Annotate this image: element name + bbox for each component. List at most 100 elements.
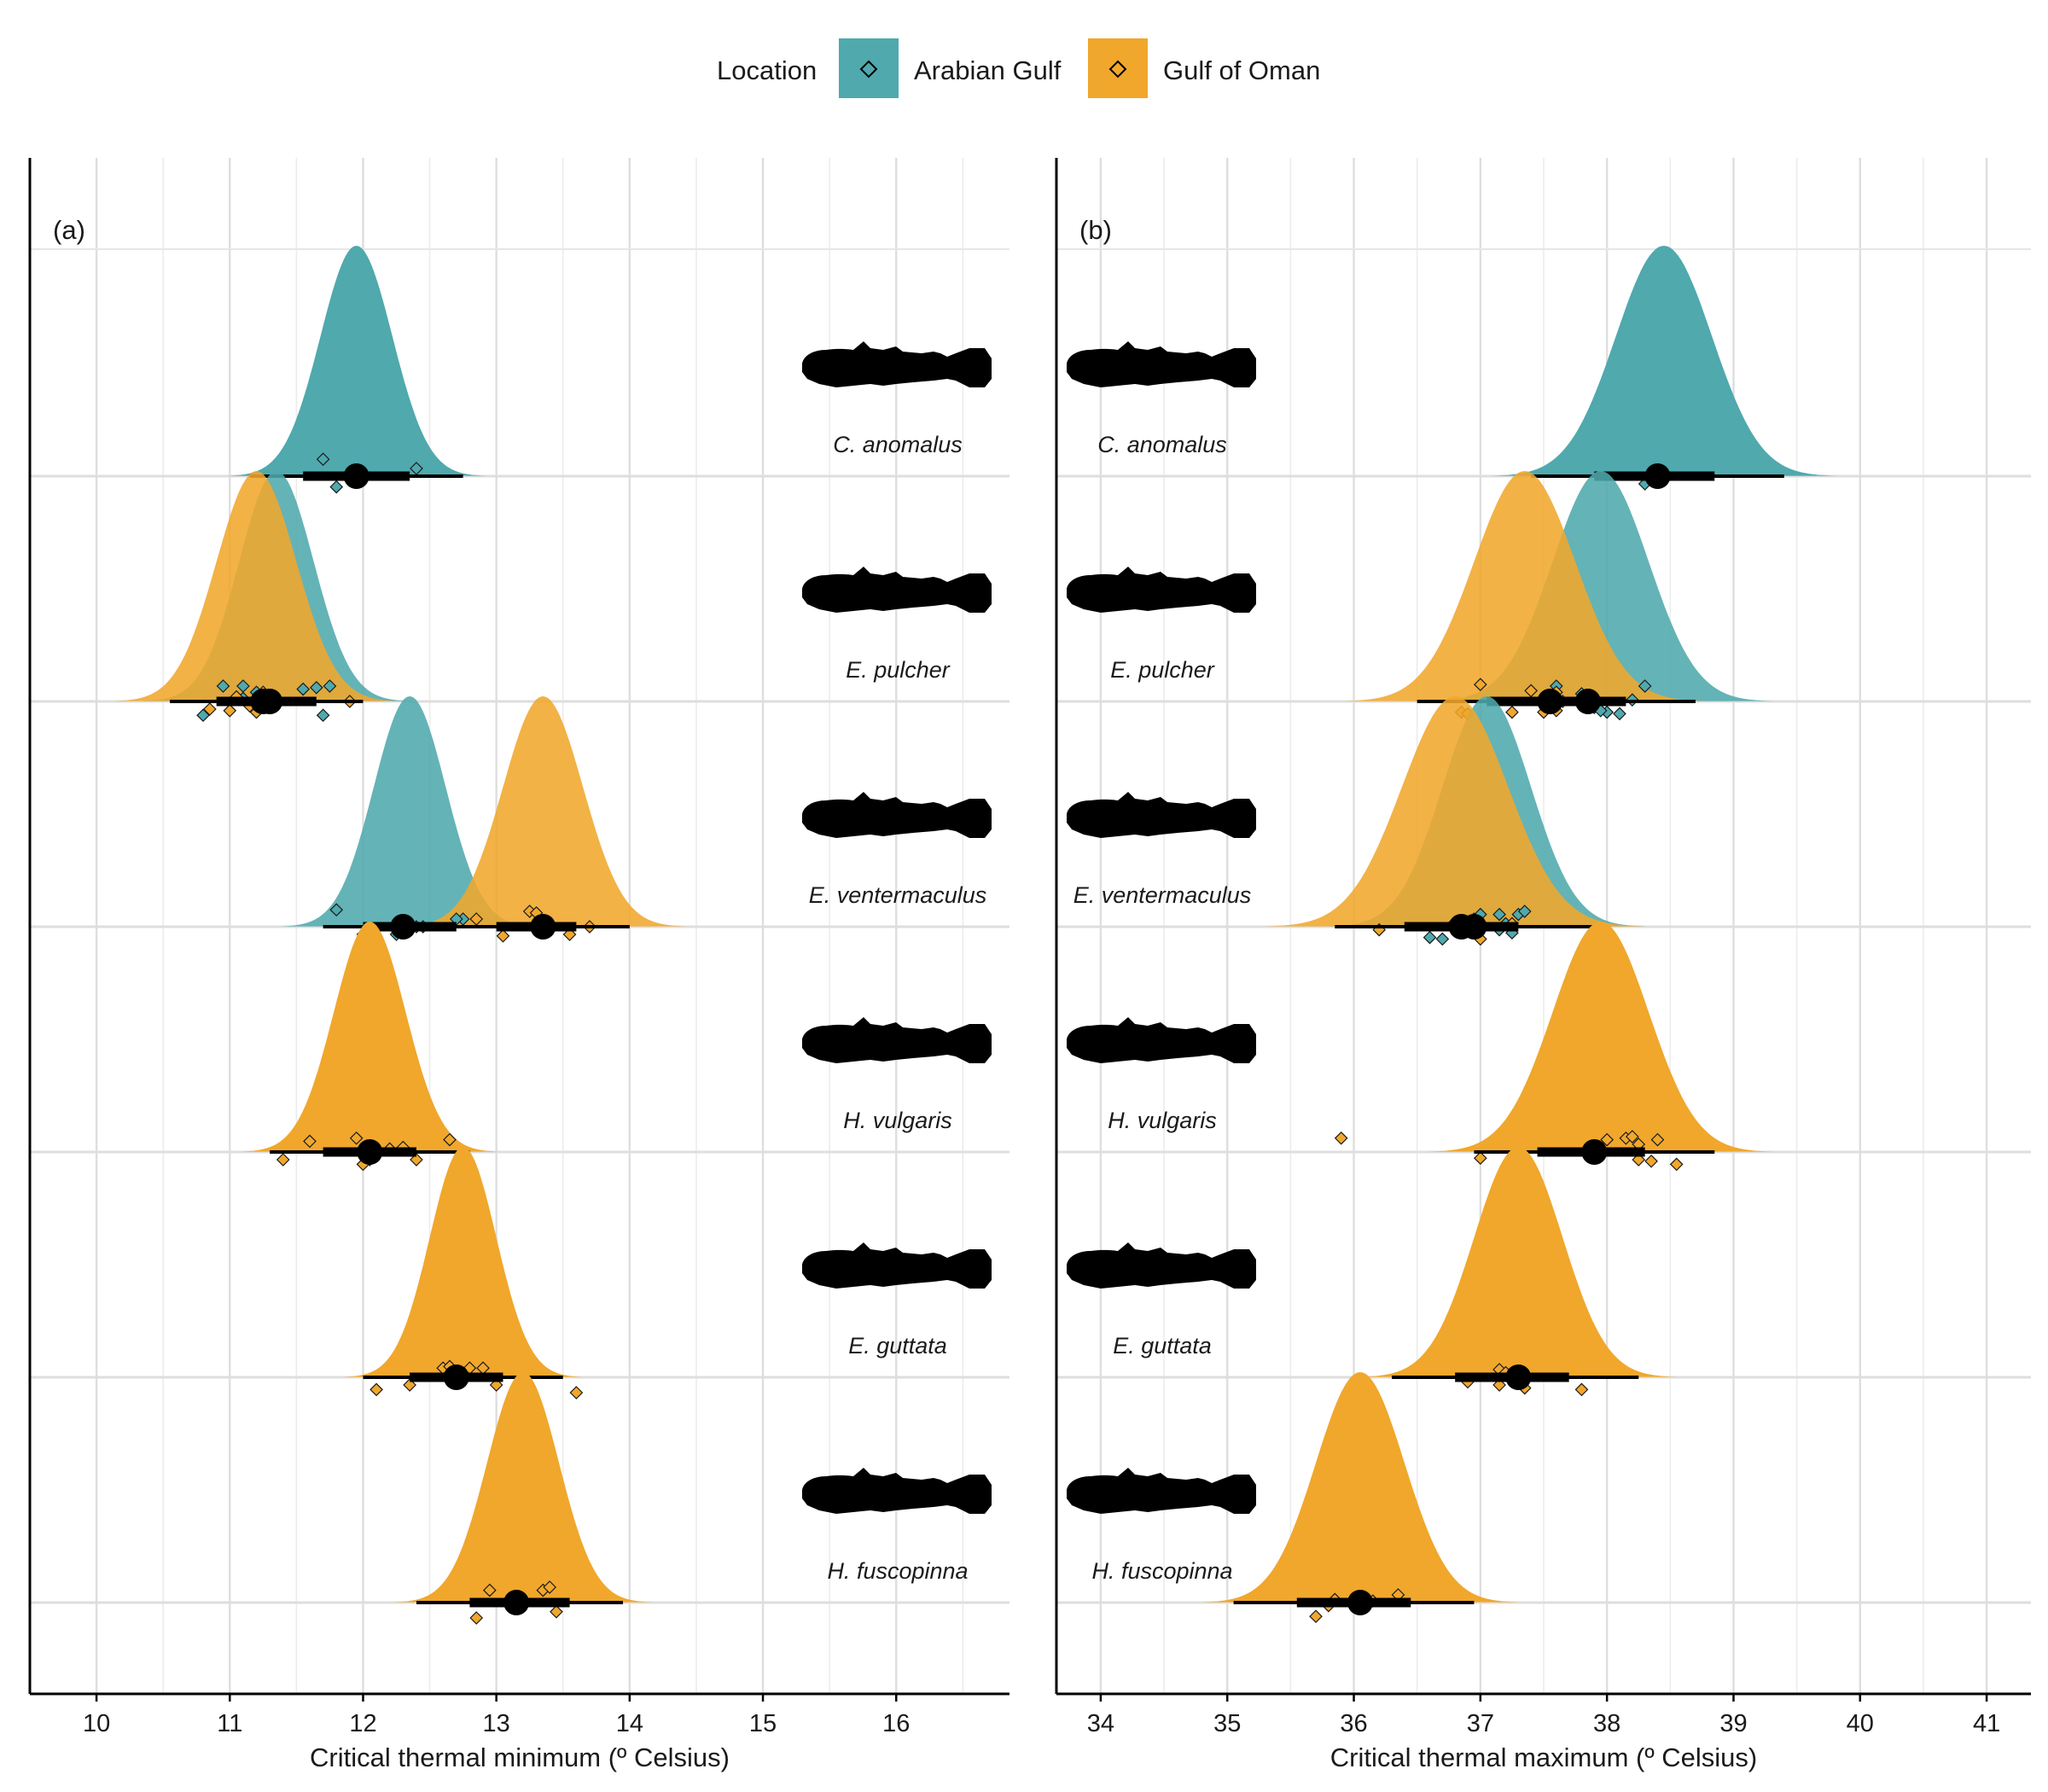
panel-label: (a) <box>53 215 85 245</box>
density-gulf-of-oman <box>112 471 401 701</box>
data-point-gulf-of-oman <box>469 1611 484 1625</box>
x-tick-label: 12 <box>349 1710 376 1737</box>
x-tick-label: 38 <box>1593 1710 1620 1737</box>
legend: Location Arabian Gulf Gulf of Oman <box>717 38 1320 98</box>
x-tick-label: 15 <box>749 1710 777 1737</box>
x-tick-label: 10 <box>83 1710 110 1737</box>
data-point-gulf-of-oman <box>1669 1157 1684 1172</box>
data-point-gulf-of-oman <box>1505 705 1519 719</box>
species-group-e-pulcher: E. pulcher <box>1067 471 1774 721</box>
species-group-h-fuscopinna: H. fuscopinna <box>1067 1372 1520 1624</box>
panel-label: (b) <box>1079 215 1112 245</box>
x-tick-label: 14 <box>616 1710 643 1737</box>
data-point-arabian-gulf <box>1517 905 1532 918</box>
species-group-c-anomalus: C. anomalus <box>226 246 992 494</box>
x-axis-title: Critical thermal minimum (º Celsius) <box>310 1743 730 1772</box>
legend-diamond-icon <box>1108 60 1127 79</box>
density-gulf-of-oman <box>343 1147 584 1377</box>
legend-swatch-gulf-of-oman <box>1088 38 1148 98</box>
density-arabian-gulf <box>1491 246 1837 476</box>
legend-item-gulf-of-oman: Gulf of Oman <box>1088 38 1320 98</box>
x-tick-label: 41 <box>1973 1710 2000 1737</box>
data-point-gulf-of-oman <box>1473 678 1487 692</box>
x-tick-label: 11 <box>217 1710 242 1737</box>
x-tick-label: 35 <box>1213 1710 1241 1737</box>
median-point <box>1448 914 1475 940</box>
data-point-arabian-gulf <box>1435 932 1450 946</box>
data-point-gulf-of-oman <box>1574 1382 1589 1397</box>
data-point-gulf-of-oman <box>303 1134 317 1149</box>
data-point-gulf-of-oman <box>1524 684 1539 698</box>
data-point-arabian-gulf <box>1492 907 1506 922</box>
data-point-arabian-gulf <box>196 708 210 723</box>
median-point <box>1581 1139 1608 1165</box>
median-point <box>1537 689 1563 714</box>
median-point <box>343 463 369 489</box>
median-point <box>1505 1364 1532 1390</box>
x-tick-label: 13 <box>483 1710 510 1737</box>
density-gulf-of-oman <box>1263 696 1647 927</box>
x-tick-label: 37 <box>1467 1710 1494 1737</box>
density-gulf-of-oman <box>393 1372 653 1603</box>
species-group-e-guttata: E. guttata <box>1067 1147 1679 1397</box>
species-label: H. fuscopinna <box>827 1558 968 1584</box>
panel-a: (a) C. anomalus E. pulcher E. ventermaculus… <box>28 158 1009 1772</box>
legend-item-arabian-gulf: Arabian Gulf <box>839 38 1062 98</box>
data-point-gulf-of-oman <box>276 1153 290 1167</box>
data-point-arabian-gulf <box>296 682 311 696</box>
species-group-e-ventermaculus: E. ventermaculus <box>1067 696 1647 946</box>
data-point-arabian-gulf <box>329 903 344 917</box>
density-gulf-of-oman <box>1427 922 1774 1152</box>
data-point-gulf-of-oman <box>1600 1132 1615 1147</box>
species-label: E. guttata <box>848 1333 947 1359</box>
median-point <box>390 914 416 940</box>
data-point-gulf-of-oman <box>369 1382 383 1397</box>
data-point-gulf-of-oman <box>569 1386 584 1399</box>
data-point-gulf-of-oman <box>550 1604 563 1619</box>
x-axis-title: Critical thermal maximum (º Celsius) <box>1330 1743 1758 1772</box>
data-point-gulf-of-oman <box>403 1378 416 1392</box>
species-label: C. anomalus <box>833 432 963 457</box>
species-label: E. ventermaculus <box>809 882 987 908</box>
x-tick-label: 34 <box>1087 1710 1114 1737</box>
data-point-gulf-of-oman <box>410 1153 423 1167</box>
median-point <box>1644 463 1671 489</box>
density-arabian-gulf <box>226 246 486 476</box>
density-arabian-gulf <box>280 696 539 927</box>
median-point <box>443 1364 469 1390</box>
species-group-h-vulgaris: H. vulgaris <box>240 922 992 1172</box>
data-point-arabian-gulf <box>316 452 330 467</box>
legend-diamond-icon <box>859 60 878 79</box>
data-point-gulf-of-oman <box>1309 1609 1323 1624</box>
x-tick-label: 16 <box>882 1710 910 1737</box>
density-arabian-gulf <box>1427 471 1774 701</box>
x-tick-label: 40 <box>1847 1710 1874 1737</box>
species-label: H. vulgaris <box>1108 1108 1217 1133</box>
data-point-gulf-of-oman <box>543 1580 556 1594</box>
species-group-c-anomalus: C. anomalus <box>1067 246 1837 491</box>
median-point <box>357 1139 383 1165</box>
data-point-gulf-of-oman <box>1334 1131 1348 1145</box>
legend-label-arabian-gulf: Arabian Gulf <box>914 55 1062 85</box>
legend-title: Location <box>717 55 817 85</box>
species-label: E. ventermaculus <box>1073 882 1252 908</box>
data-point-arabian-gulf <box>216 679 230 693</box>
species-group-e-ventermaculus: E. ventermaculus <box>280 696 992 945</box>
median-point <box>503 1590 530 1615</box>
species-label: H. vulgaris <box>843 1108 952 1133</box>
data-point-arabian-gulf <box>1613 707 1626 721</box>
data-point-gulf-of-oman <box>1644 1154 1658 1168</box>
data-point-gulf-of-oman <box>496 928 510 943</box>
data-point-gulf-of-oman <box>1473 1151 1487 1166</box>
species-label: C. anomalus <box>1097 432 1227 457</box>
species-group-e-guttata: E. guttata <box>343 1147 992 1399</box>
data-point-arabian-gulf <box>323 679 337 693</box>
species-group-e-pulcher: E. pulcher <box>112 471 992 723</box>
data-point-arabian-gulf <box>316 708 330 723</box>
legend-label-gulf-of-oman: Gulf of Oman <box>1163 55 1320 85</box>
data-point-gulf-of-oman <box>349 1131 364 1145</box>
species-label: E. pulcher <box>1110 657 1215 683</box>
x-tick-label: 39 <box>1719 1710 1747 1737</box>
median-point <box>530 914 556 940</box>
